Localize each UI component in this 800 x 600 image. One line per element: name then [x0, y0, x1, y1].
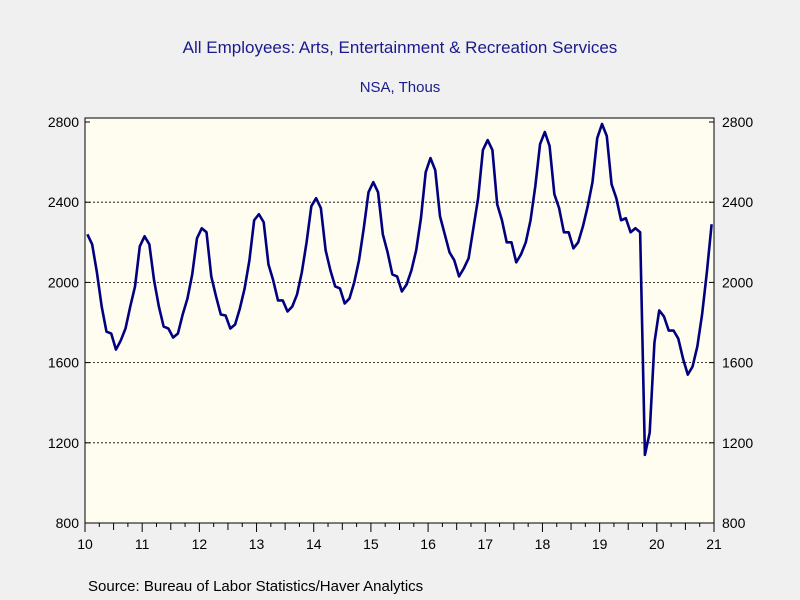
x-tick-label: 14: [306, 536, 322, 552]
y-tick-label-right: 2800: [722, 114, 753, 130]
axis-labels: 800 800 1200 1200 1600 1600 2000 2000 2400 2400 28…: [48, 114, 754, 552]
x-tick-label: 15: [363, 536, 379, 552]
series-group: [86, 122, 713, 457]
x-tick-label: 13: [249, 536, 265, 552]
y-tick-label-right: 2000: [722, 274, 753, 290]
chart-source: Source: Bureau of Labor Statistics/Haver…: [88, 578, 424, 595]
plot-area: [84, 117, 715, 524]
chart-title: All Employees: Arts, Entertainment & Rec…: [182, 38, 618, 57]
y-tick-label-left: 1200: [48, 435, 79, 451]
x-tick-label: 16: [420, 536, 436, 552]
x-tick-label: 18: [535, 536, 551, 552]
y-tick-label-left: 2800: [48, 114, 79, 130]
y-tick-label-left: 800: [56, 515, 80, 531]
x-tick-label: 21: [706, 536, 722, 552]
y-tick-label-left: 2000: [48, 274, 79, 290]
x-tick-label: 10: [77, 536, 93, 552]
y-tick-label-left: 1600: [48, 355, 79, 371]
y-tick-label-left: 2400: [48, 194, 79, 210]
x-tick-label: 12: [192, 536, 208, 552]
y-tick-label-right: 800: [722, 515, 746, 531]
x-tick-label: 11: [135, 536, 150, 552]
x-tick-label: 17: [477, 536, 493, 552]
x-tick-label: 19: [592, 536, 608, 552]
y-tick-label-right: 1600: [722, 355, 753, 371]
axis-ticks: [84, 121, 715, 532]
y-tick-label-right: 1200: [722, 435, 753, 451]
series-line: [86, 122, 713, 457]
x-tick-label: 20: [649, 536, 665, 552]
y-tick-label-right: 2400: [722, 194, 753, 210]
chart-subtitle: NSA, Thous: [359, 79, 441, 96]
